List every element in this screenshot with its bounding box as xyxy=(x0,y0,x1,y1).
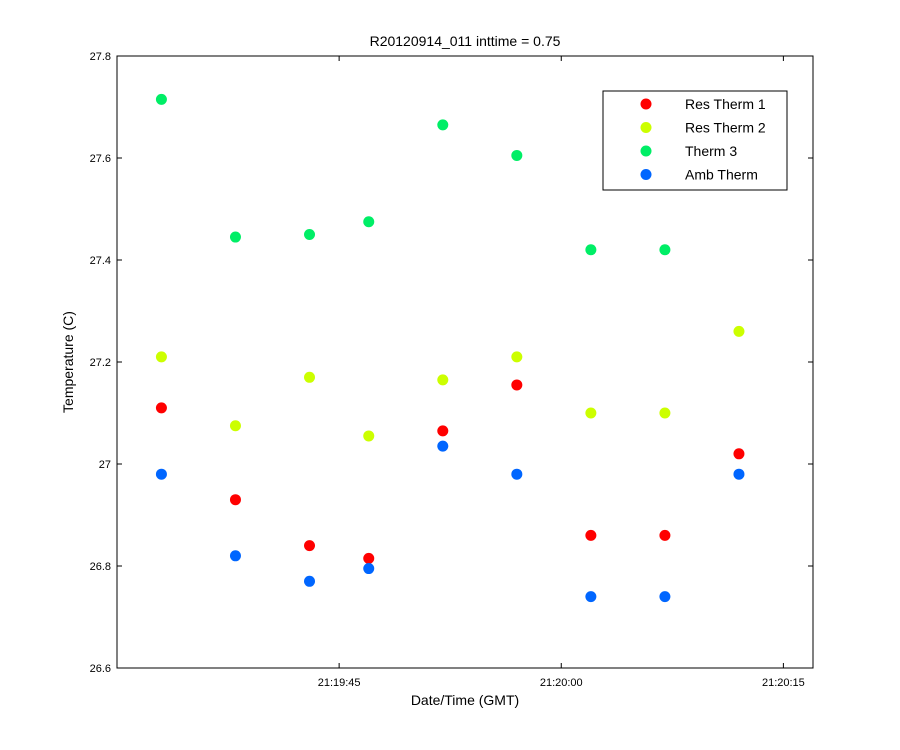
x-tick-label: 21:20:15 xyxy=(762,677,805,689)
data-point xyxy=(304,540,316,552)
data-point xyxy=(304,575,316,587)
y-tick-label: 27.6 xyxy=(90,153,111,165)
data-point xyxy=(733,448,745,460)
legend-box xyxy=(602,90,788,191)
x-axis: 21:19:45 21:20:00 21:20:15 xyxy=(318,56,805,689)
data-point xyxy=(363,430,375,442)
data-point xyxy=(659,529,671,541)
data-point xyxy=(304,371,316,383)
data-point xyxy=(437,374,449,386)
legend: Res Therm 1 Res Therm 2 Therm 3 Amb Therm xyxy=(602,90,788,191)
data-point xyxy=(229,420,241,432)
data-points xyxy=(155,93,745,603)
legend-label: Therm 3 xyxy=(685,143,737,159)
y-tick-label: 26.6 xyxy=(90,663,111,675)
legend-label: Res Therm 1 xyxy=(685,96,766,112)
legend-marker xyxy=(640,145,652,157)
data-point xyxy=(363,216,375,228)
data-point xyxy=(437,425,449,437)
legend-marker xyxy=(640,169,652,180)
y-axis: 26.6 26.8 27 27.2 27.4 27.6 27.8 xyxy=(90,51,813,675)
data-point xyxy=(229,494,241,506)
data-point xyxy=(155,351,167,363)
x-tick-label: 21:19:45 xyxy=(318,677,361,689)
y-tick-label: 27 xyxy=(99,459,111,471)
data-point xyxy=(511,379,523,391)
y-tick-label: 27.2 xyxy=(90,357,111,369)
data-point xyxy=(585,407,597,419)
data-point xyxy=(363,563,375,575)
data-point xyxy=(733,468,745,480)
data-point xyxy=(511,149,523,161)
chart-title: R20120914_011 inttime = 0.75 xyxy=(370,33,561,49)
data-point xyxy=(437,440,449,452)
y-tick-label: 27.4 xyxy=(90,255,111,267)
legend-marker xyxy=(640,122,652,133)
data-point xyxy=(511,351,523,363)
legend-label: Res Therm 2 xyxy=(685,120,766,136)
data-point xyxy=(659,407,671,419)
x-axis-label: Date/Time (GMT) xyxy=(411,692,519,708)
data-point xyxy=(733,325,745,337)
data-point xyxy=(155,468,167,480)
data-point xyxy=(585,591,597,603)
data-point xyxy=(659,591,671,603)
y-tick-label: 27.8 xyxy=(90,51,111,63)
y-axis-label: Temperature (C) xyxy=(60,311,76,413)
data-point xyxy=(659,244,671,256)
x-tick-label: 21:20:00 xyxy=(540,677,583,689)
data-point xyxy=(304,229,316,240)
data-point xyxy=(229,231,241,243)
y-tick-label: 26.8 xyxy=(90,561,111,573)
data-point xyxy=(585,529,597,541)
data-point xyxy=(437,119,449,131)
legend-marker xyxy=(640,98,652,110)
data-point xyxy=(229,550,241,562)
data-point xyxy=(585,244,597,256)
data-point xyxy=(363,552,375,564)
data-point xyxy=(155,402,167,414)
legend-label: Amb Therm xyxy=(685,167,758,183)
data-point xyxy=(155,93,167,105)
data-point xyxy=(511,468,523,480)
